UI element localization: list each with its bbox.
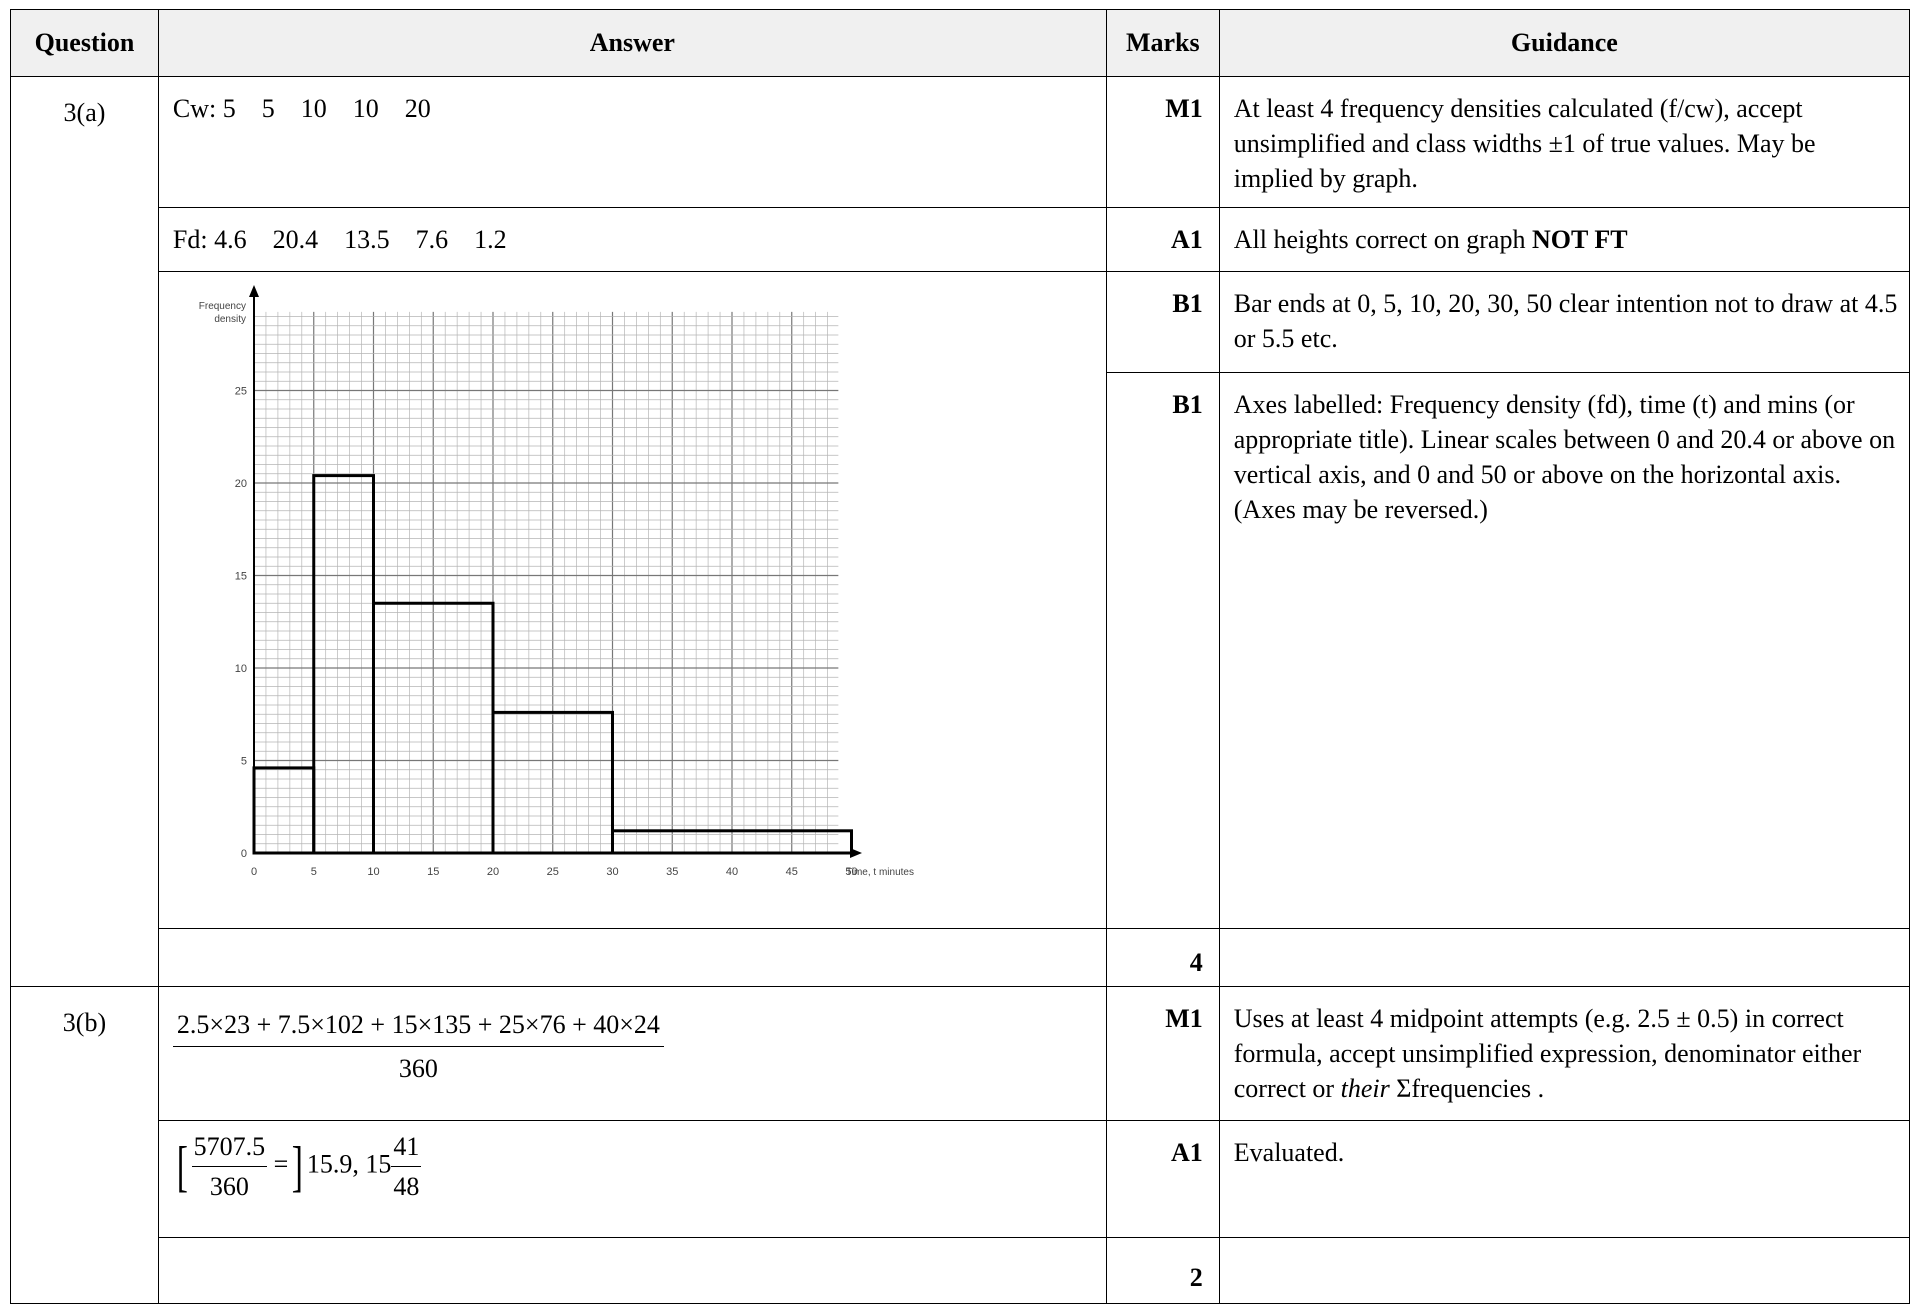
right-bracket-icon: ] [291, 1135, 304, 1198]
table-row: 0 5 10 15 20 25 30 35 40 45 50 0 5 10 15 20 25 Frequency d… [11, 271, 1910, 929]
guidance-text: At least 4 frequency densities calculate… [1218, 76, 1910, 208]
guidance-italic: their [1340, 1074, 1390, 1104]
y-tick-label: 15 [235, 571, 247, 583]
table-row: 2 [11, 1237, 1910, 1304]
histogram-bar [610, 829, 853, 855]
equals-sign: = [273, 1149, 289, 1179]
x-tick-label: 20 [487, 866, 499, 878]
x-tick-label: 40 [726, 866, 738, 878]
y-axis-label: density [214, 314, 246, 325]
mark-code: M1 [1105, 76, 1220, 208]
x-tick-label: 5 [311, 866, 317, 878]
guidance-text: Axes labelled: Frequency density (fd), t… [1218, 372, 1910, 929]
empty-guidance [1218, 1237, 1910, 1304]
header-answer: Answer [157, 9, 1107, 77]
header-question: Question [10, 9, 159, 77]
mark-code: A1 [1105, 207, 1220, 272]
empty-guidance [1218, 928, 1910, 987]
mixed-number-fraction: 41 48 [391, 1129, 422, 1204]
histogram-bar [312, 474, 375, 855]
evaluation-fraction: 5707.5 360 [191, 1129, 268, 1204]
mean-evaluation-answer: [5707.5 360 =] 15.9, 15 41 48 [157, 1120, 1107, 1238]
empty-answer [157, 1237, 1107, 1304]
x-tick-label: 10 [367, 866, 379, 878]
class-width-answer: Cw: 5 5 10 10 20 [157, 76, 1107, 208]
table-row: [5707.5 360 =] 15.9, 15 41 48 A1 Evaluated. [11, 1120, 1910, 1238]
x-tick-label: 0 [251, 866, 257, 878]
y-tick-label: 5 [241, 756, 247, 768]
left-bracket-icon: [ [176, 1135, 188, 1198]
y-axis-arrow-icon [248, 285, 259, 297]
table-row: Fd: 4.6 20.4 13.5 7.6 1.2 A1 All heights… [11, 207, 1910, 272]
y-tick-label: 20 [235, 478, 247, 490]
mean-formula-answer: 2.5×23 + 7.5×102 + 15×135 + 25×76 + 40×2… [157, 986, 1107, 1121]
x-tick-label: 15 [427, 866, 439, 878]
guidance-text: Uses at least 4 midpoint attempts (e.g. … [1218, 986, 1910, 1121]
guidance-emphasis: NOT FT [1531, 225, 1628, 254]
mark-code: B1 [1105, 271, 1220, 373]
formula-numerator: 2.5×23 + 7.5×102 + 15×135 + 25×76 + 40×2… [172, 1007, 664, 1048]
header-guidance: Guidance [1218, 9, 1910, 77]
frequency-density-answer: Fd: 4.6 20.4 13.5 7.6 1.2 [157, 207, 1107, 272]
x-axis-label: Time, t minutes [846, 867, 914, 878]
mark-code: A1 [1105, 1120, 1220, 1238]
mean-formula: 2.5×23 + 7.5×102 + 15×135 + 25×76 + 40×2… [172, 1007, 664, 1086]
header-row: Question Answer Marks Guidance [10, 9, 1910, 77]
guidance-text: All heights correct on graph NOT FT [1218, 207, 1910, 272]
y-tick-label: 10 [235, 663, 247, 675]
class-width-line: Cw: 5 5 10 10 20 [172, 94, 431, 123]
x-tick-label: 25 [547, 866, 559, 878]
x-tick-label: 30 [606, 866, 618, 878]
header-marks: Marks [1105, 9, 1220, 77]
y-tick-label: 25 [235, 386, 247, 398]
question-number-3b: 3(b) [10, 986, 159, 1304]
table-row: 4 [11, 928, 1910, 987]
total-marks: 4 [1105, 928, 1220, 987]
empty-answer [157, 928, 1107, 987]
guidance-text: Evaluated. [1218, 1120, 1910, 1238]
y-tick-label: 0 [241, 848, 247, 860]
table-row: 3(a) Cw: 5 5 10 10 20 M1 At least 4 freq… [10, 76, 1910, 987]
histogram-bar [252, 766, 316, 855]
x-tick-label: 35 [666, 866, 678, 878]
mark-scheme-table: Question Answer Marks Guidance 3(a) Cw: … [10, 9, 1910, 1304]
question-number-3a: 3(a) [10, 76, 159, 987]
y-axis-label: Frequency [199, 301, 246, 312]
mark-code: M1 [1105, 986, 1220, 1121]
table-row: B1 Axes labelled: Frequency density (fd)… [11, 372, 1910, 929]
x-tick-label: 45 [786, 866, 798, 878]
evaluation-result: 15.9, [306, 1149, 359, 1179]
frequency-density-line: Fd: 4.6 20.4 13.5 7.6 1.2 [172, 225, 507, 254]
mark-code: B1 [1105, 372, 1220, 929]
histogram-chart: 0 5 10 15 20 25 30 35 40 45 50 0 5 10 15 20 25 Frequency d… [199, 285, 914, 878]
table-row: 3(b) 2.5×23 + 7.5×102 + 15×135 + 25×76 +… [10, 986, 1910, 1304]
histogram-cell: 0 5 10 15 20 25 30 35 40 45 50 0 5 10 15 20 25 Frequency d… [157, 271, 1107, 929]
mixed-number-whole: 15 [365, 1149, 392, 1179]
guidance-text: Bar ends at 0, 5, 10, 20, 30, 50 clear i… [1218, 271, 1910, 373]
x-tick-label: 50 [845, 866, 857, 878]
histogram-bar [491, 710, 614, 855]
formula-denominator: 360 [398, 1054, 438, 1084]
total-marks: 2 [1105, 1237, 1220, 1304]
